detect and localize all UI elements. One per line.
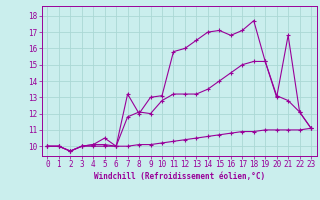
X-axis label: Windchill (Refroidissement éolien,°C): Windchill (Refroidissement éolien,°C) — [94, 172, 265, 181]
